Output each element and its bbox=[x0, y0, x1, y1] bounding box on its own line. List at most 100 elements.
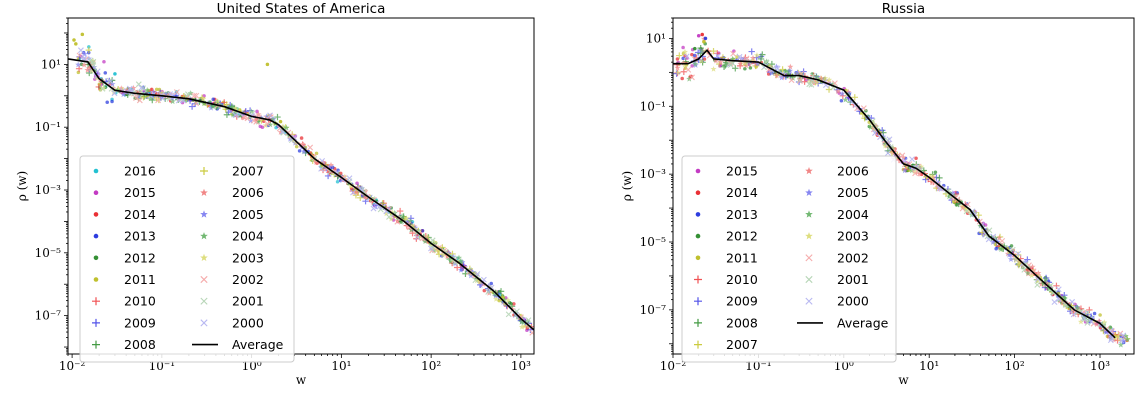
data-point bbox=[229, 103, 236, 110]
legend-label: 2007 bbox=[232, 164, 264, 179]
x-tick-label: 10⁻² bbox=[59, 359, 86, 373]
data-point bbox=[91, 63, 98, 70]
legend-marker bbox=[93, 233, 99, 239]
data-point bbox=[450, 253, 457, 260]
data-point bbox=[255, 118, 262, 125]
data-point bbox=[293, 134, 298, 138]
data-point bbox=[386, 214, 392, 220]
data-point bbox=[335, 179, 340, 184]
x-axis-label: w bbox=[898, 373, 909, 387]
data-point bbox=[429, 237, 436, 244]
data-point bbox=[1013, 255, 1020, 262]
data-point bbox=[263, 113, 270, 120]
data-point bbox=[111, 90, 118, 97]
legend-label: 2008 bbox=[124, 337, 156, 352]
data-point bbox=[676, 52, 683, 59]
data-point bbox=[1007, 256, 1015, 262]
legend-label: 2015 bbox=[726, 164, 758, 179]
legend-label: 2005 bbox=[232, 207, 264, 222]
data-point bbox=[455, 254, 463, 261]
data-point bbox=[424, 233, 431, 240]
data-point bbox=[1096, 317, 1103, 324]
data-point bbox=[517, 314, 524, 321]
data-point bbox=[396, 207, 404, 215]
data-point bbox=[297, 149, 302, 153]
data-point bbox=[457, 267, 465, 273]
data-point bbox=[743, 62, 750, 69]
data-point bbox=[911, 168, 918, 175]
data-point bbox=[504, 297, 512, 303]
data-point bbox=[901, 167, 908, 174]
data-point bbox=[242, 108, 249, 115]
legend-item: 2008 bbox=[694, 315, 758, 330]
legend-item: 2009 bbox=[694, 294, 758, 309]
data-point bbox=[124, 86, 131, 93]
y-tick-label: 10⁻⁷ bbox=[640, 303, 667, 317]
data-point bbox=[217, 101, 224, 108]
data-point bbox=[430, 247, 437, 253]
data-point bbox=[407, 217, 414, 224]
data-point bbox=[307, 144, 314, 151]
legend-item: 2004 bbox=[200, 229, 264, 244]
legend-item: 2007 bbox=[694, 337, 758, 352]
chart-title: Russia bbox=[882, 1, 925, 17]
data-point bbox=[411, 226, 418, 232]
data-point bbox=[710, 65, 717, 72]
data-point bbox=[686, 75, 693, 82]
data-point bbox=[347, 182, 354, 189]
data-point bbox=[357, 194, 364, 202]
data-point bbox=[757, 55, 765, 63]
legend-item: 2008 bbox=[92, 337, 156, 352]
data-point bbox=[700, 32, 705, 37]
data-point bbox=[103, 71, 108, 75]
data-point bbox=[1061, 295, 1068, 302]
data-point bbox=[85, 46, 93, 54]
legend: 2016 2015 2014 2013 2012 2011 2010 2009 2008 2007… bbox=[79, 155, 295, 363]
data-point bbox=[779, 66, 786, 73]
legend-marker bbox=[92, 297, 100, 306]
data-point bbox=[951, 192, 958, 199]
legend-marker bbox=[805, 232, 813, 240]
data-point bbox=[674, 64, 681, 71]
legend-label: 2004 bbox=[232, 229, 264, 244]
data-point bbox=[1086, 306, 1093, 314]
data-point bbox=[680, 59, 687, 66]
data-point bbox=[825, 79, 832, 86]
legend-item: 2009 bbox=[92, 315, 156, 330]
data-point bbox=[169, 98, 176, 105]
data-point bbox=[147, 95, 154, 102]
data-point bbox=[1093, 321, 1100, 328]
data-point bbox=[81, 61, 88, 68]
legend-item: 2012 bbox=[695, 229, 758, 244]
data-point bbox=[1112, 334, 1119, 341]
legend-label: 2006 bbox=[232, 185, 264, 200]
data-point bbox=[899, 152, 906, 159]
data-point bbox=[77, 47, 84, 54]
legend-label: Average bbox=[232, 337, 284, 352]
data-point bbox=[81, 55, 88, 62]
data-point bbox=[249, 110, 256, 117]
legend-box bbox=[681, 155, 897, 363]
data-point bbox=[918, 163, 925, 170]
data-point bbox=[839, 90, 846, 97]
data-point bbox=[766, 72, 771, 76]
data-point bbox=[277, 129, 284, 135]
data-point bbox=[133, 95, 139, 101]
data-point bbox=[75, 61, 82, 68]
data-point bbox=[269, 116, 276, 122]
data-point bbox=[729, 55, 736, 62]
data-point bbox=[473, 273, 480, 279]
data-point bbox=[414, 234, 421, 241]
data-point bbox=[1120, 332, 1127, 339]
data-point bbox=[996, 234, 1003, 241]
chart-title: United States of America bbox=[217, 1, 386, 17]
data-point bbox=[743, 66, 747, 71]
data-point bbox=[935, 179, 942, 186]
data-point bbox=[88, 67, 95, 74]
legend-label: Average bbox=[837, 315, 889, 330]
data-point bbox=[754, 60, 761, 67]
data-point bbox=[794, 69, 801, 75]
data-point bbox=[1092, 311, 1097, 316]
